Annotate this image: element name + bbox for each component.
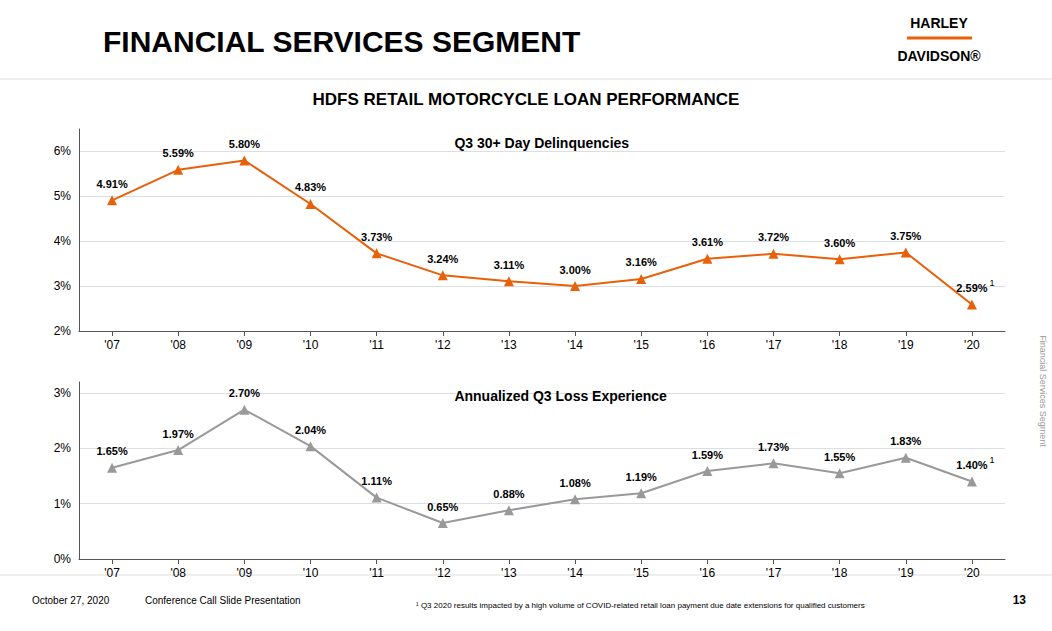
svg-text:1.40%: 1.40%: [956, 459, 987, 471]
svg-text:4.91%: 4.91%: [96, 178, 127, 190]
svg-text:¹ Q3 2020 results impacted by: ¹ Q3 2020 results impacted by a high vol…: [416, 601, 865, 610]
svg-text:3.72%: 3.72%: [758, 231, 789, 243]
svg-text:'07: '07: [104, 338, 120, 352]
svg-text:'16: '16: [700, 338, 716, 352]
svg-text:3%: 3%: [54, 386, 72, 400]
svg-text:3.60%: 3.60%: [824, 237, 855, 249]
svg-text:'10: '10: [303, 338, 319, 352]
svg-text:3%: 3%: [54, 279, 72, 293]
svg-text:1.65%: 1.65%: [96, 445, 127, 457]
svg-text:Annualized Q3 Loss Experience: Annualized Q3 Loss Experience: [454, 388, 667, 404]
svg-text:'11: '11: [369, 566, 384, 580]
svg-text:2%: 2%: [54, 324, 72, 338]
svg-text:1.11%: 1.11%: [361, 475, 392, 487]
svg-text:0.65%: 0.65%: [427, 501, 458, 513]
svg-text:'13: '13: [501, 338, 517, 352]
svg-text:'08: '08: [170, 338, 186, 352]
svg-text:'20: '20: [964, 338, 980, 352]
svg-text:3.11%: 3.11%: [494, 259, 525, 271]
svg-text:'09: '09: [237, 566, 253, 580]
svg-text:1.73%: 1.73%: [758, 441, 789, 453]
svg-text:'11: '11: [369, 338, 384, 352]
svg-text:October 27, 2020: October 27, 2020: [32, 595, 110, 606]
svg-text:'19: '19: [898, 566, 914, 580]
svg-text:13: 13: [1013, 593, 1027, 607]
svg-text:'19: '19: [898, 338, 914, 352]
svg-text:'18: '18: [832, 338, 848, 352]
svg-text:HARLEY: HARLEY: [910, 15, 968, 31]
svg-text:'12: '12: [435, 566, 451, 580]
svg-text:4.83%: 4.83%: [295, 181, 326, 193]
svg-text:4%: 4%: [54, 234, 72, 248]
svg-text:5.80%: 5.80%: [229, 138, 260, 150]
svg-text:1: 1: [989, 455, 994, 465]
svg-text:3.24%: 3.24%: [427, 253, 458, 265]
svg-text:1%: 1%: [54, 497, 72, 511]
svg-text:2.59%: 2.59%: [956, 282, 987, 294]
svg-text:FINANCIAL SERVICES SEGMENT: FINANCIAL SERVICES SEGMENT: [103, 25, 580, 58]
svg-text:'14: '14: [567, 338, 583, 352]
svg-text:1.08%: 1.08%: [559, 477, 590, 489]
svg-text:2.04%: 2.04%: [295, 424, 326, 436]
svg-text:'15: '15: [633, 338, 649, 352]
svg-text:'14: '14: [567, 566, 583, 580]
svg-text:3.75%: 3.75%: [890, 230, 921, 242]
svg-text:'15: '15: [633, 566, 649, 580]
svg-text:'10: '10: [303, 566, 319, 580]
svg-text:0%: 0%: [54, 552, 72, 566]
svg-text:1: 1: [989, 278, 994, 288]
svg-text:'13: '13: [501, 566, 517, 580]
svg-text:2%: 2%: [54, 441, 72, 455]
svg-text:'16: '16: [700, 566, 716, 580]
svg-text:1.83%: 1.83%: [890, 435, 921, 447]
svg-text:1.97%: 1.97%: [163, 428, 194, 440]
svg-text:3.16%: 3.16%: [626, 256, 657, 268]
svg-text:Q3 30+ Day Delinquencies: Q3 30+ Day Delinquencies: [454, 135, 629, 151]
svg-text:1.59%: 1.59%: [692, 449, 723, 461]
svg-text:'08: '08: [170, 566, 186, 580]
svg-text:3.00%: 3.00%: [559, 264, 590, 276]
svg-text:0.88%: 0.88%: [493, 488, 524, 500]
svg-text:'17: '17: [766, 338, 782, 352]
svg-text:Conference Call Slide Presenta: Conference Call Slide Presentation: [145, 595, 301, 606]
svg-text:Financial Services Segment: Financial Services Segment: [1038, 335, 1048, 447]
svg-text:DAVIDSON®: DAVIDSON®: [897, 48, 981, 64]
svg-text:5%: 5%: [54, 189, 72, 203]
svg-text:'20: '20: [964, 566, 980, 580]
svg-text:2.70%: 2.70%: [229, 387, 260, 399]
svg-text:3.61%: 3.61%: [692, 236, 723, 248]
svg-text:'09: '09: [237, 338, 253, 352]
svg-text:3.73%: 3.73%: [361, 231, 392, 243]
svg-text:5.59%: 5.59%: [163, 147, 194, 159]
svg-text:'12: '12: [435, 338, 451, 352]
svg-text:'17: '17: [766, 566, 782, 580]
svg-text:'07: '07: [104, 566, 120, 580]
svg-text:1.55%: 1.55%: [824, 451, 855, 463]
svg-text:1.19%: 1.19%: [626, 471, 657, 483]
svg-text:'18: '18: [832, 566, 848, 580]
svg-text:HDFS RETAIL MOTORCYCLE LOAN PE: HDFS RETAIL MOTORCYCLE LOAN PERFORMANCE: [313, 90, 740, 109]
svg-text:6%: 6%: [54, 144, 72, 158]
